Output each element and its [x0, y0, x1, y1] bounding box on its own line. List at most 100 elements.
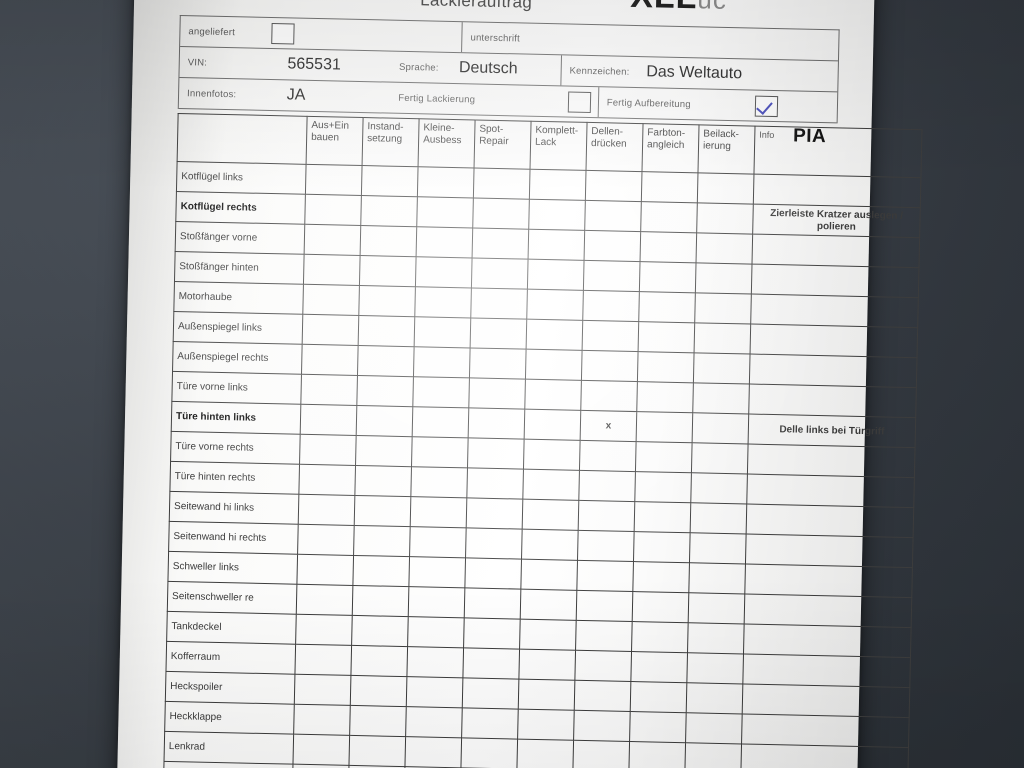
cell-dellen[interactable]: [580, 380, 638, 412]
cell-dellen[interactable]: [572, 740, 630, 768]
cell-komplett[interactable]: [527, 259, 585, 291]
cell-ausein[interactable]: [298, 494, 355, 526]
cell-dellen[interactable]: [574, 650, 632, 682]
cell-kleine[interactable]: [416, 226, 473, 258]
header-dellen-druecken[interactable]: Dellen- drücken: [586, 122, 644, 172]
cell-kleine[interactable]: [409, 526, 467, 558]
cell-farbton[interactable]: [638, 321, 695, 353]
cell-kleine[interactable]: [412, 406, 469, 438]
cell-spot[interactable]: [472, 227, 529, 260]
cell-info[interactable]: [742, 653, 911, 688]
header-kleine-ausbesserung[interactable]: Kleine- Ausbess: [418, 118, 476, 168]
cell-spot[interactable]: [466, 497, 523, 530]
cell-ausein[interactable]: [292, 734, 350, 766]
cell-komplett[interactable]: [526, 319, 583, 351]
cell-beilack[interactable]: [690, 502, 747, 534]
cell-ausein[interactable]: [302, 284, 360, 316]
cell-ausein[interactable]: [292, 764, 349, 768]
cell-spot[interactable]: [466, 467, 524, 500]
header-ausein[interactable]: Aus+Ein bauen: [306, 116, 364, 166]
cell-ausein[interactable]: [293, 704, 351, 736]
cell-farbton[interactable]: [640, 201, 698, 233]
cell-info[interactable]: [748, 384, 917, 418]
cell-ausein[interactable]: [304, 224, 361, 256]
cell-dellen[interactable]: [578, 500, 635, 532]
cell-farbton[interactable]: [631, 621, 689, 653]
cell-dellen[interactable]: [583, 260, 641, 292]
header-komplett-lack[interactable]: Komplett- Lack: [530, 121, 588, 171]
cell-instand[interactable]: [353, 525, 411, 557]
cell-komplett[interactable]: [529, 169, 587, 201]
cell-komplett[interactable]: [519, 619, 577, 651]
cell-kleine[interactable]: [404, 736, 462, 768]
cell-info[interactable]: [740, 743, 909, 768]
cell-spot[interactable]: [473, 167, 531, 200]
cell-instand[interactable]: [359, 255, 417, 287]
cell-kleine[interactable]: [408, 586, 465, 618]
cell-beilack[interactable]: [697, 172, 754, 205]
cell-komplett[interactable]: [524, 379, 582, 411]
cell-farbton[interactable]: [634, 501, 691, 533]
cell-beilack[interactable]: [684, 742, 742, 768]
paint-done-checkbox[interactable]: [567, 91, 591, 113]
cell-info[interactable]: [753, 174, 921, 208]
cell-info[interactable]: [743, 623, 912, 658]
cell-spot[interactable]: [467, 437, 525, 470]
cell-instand[interactable]: [360, 195, 418, 227]
cell-info[interactable]: [750, 324, 918, 358]
cell-beilack[interactable]: [694, 292, 752, 325]
cell-info[interactable]: [742, 683, 910, 718]
cell-kleine[interactable]: [406, 646, 464, 678]
cell-info[interactable]: [744, 593, 912, 628]
prep-done-checkbox[interactable]: [755, 95, 779, 117]
cell-farbton[interactable]: [632, 591, 689, 623]
cell-komplett[interactable]: [516, 739, 574, 768]
cell-ausein[interactable]: [302, 314, 359, 346]
cell-spot[interactable]: [460, 737, 518, 768]
cell-ausein[interactable]: [297, 524, 355, 556]
cell-info[interactable]: [745, 533, 914, 568]
cell-dellen[interactable]: [575, 620, 633, 652]
cell-kleine[interactable]: [416, 196, 474, 228]
cell-info[interactable]: [751, 264, 919, 298]
cell-beilack[interactable]: [686, 652, 744, 684]
cell-spot[interactable]: [461, 707, 519, 740]
cell-beilack[interactable]: [696, 232, 753, 265]
cell-komplett[interactable]: [522, 469, 580, 501]
cell-beilack[interactable]: [693, 352, 751, 385]
cell-kleine[interactable]: [415, 256, 473, 288]
cell-ausein[interactable]: [294, 644, 352, 676]
cell-kleine[interactable]: [413, 346, 471, 378]
cell-spot[interactable]: [472, 197, 530, 230]
cell-instand[interactable]: [354, 495, 411, 527]
header-beilackierung[interactable]: Beilack- ierung: [697, 124, 756, 175]
cell-kleine[interactable]: [405, 706, 463, 738]
cell-ausein[interactable]: [303, 254, 361, 286]
cell-dellen[interactable]: [584, 230, 641, 262]
cell-farbton[interactable]: [634, 471, 692, 503]
cell-kleine[interactable]: [414, 316, 471, 348]
cell-beilack[interactable]: [686, 682, 743, 714]
delivered-checkbox[interactable]: [270, 22, 295, 45]
cell-beilack[interactable]: [694, 322, 751, 355]
cell-info[interactable]: [750, 294, 919, 328]
cell-dellen[interactable]: [581, 350, 639, 382]
cell-beilack[interactable]: [690, 472, 748, 505]
cell-dellen[interactable]: [577, 530, 635, 562]
cell-komplett[interactable]: [521, 529, 579, 561]
cell-spot[interactable]: [464, 587, 521, 620]
cell-spot[interactable]: [470, 317, 527, 350]
cell-farbton[interactable]: [639, 261, 697, 293]
cell-komplett[interactable]: [520, 559, 578, 591]
cell-farbton[interactable]: [632, 561, 690, 593]
cell-farbton[interactable]: [629, 711, 687, 743]
cell-spot[interactable]: [468, 407, 525, 440]
cell-info[interactable]: [746, 504, 914, 538]
cell-kleine[interactable]: [406, 676, 463, 708]
cell-kleine[interactable]: [411, 436, 469, 468]
cell-komplett[interactable]: [517, 709, 575, 741]
cell-dellen[interactable]: [582, 320, 639, 352]
cell-info[interactable]: [749, 354, 917, 388]
cell-komplett[interactable]: [520, 589, 577, 621]
cell-komplett[interactable]: [524, 409, 581, 441]
